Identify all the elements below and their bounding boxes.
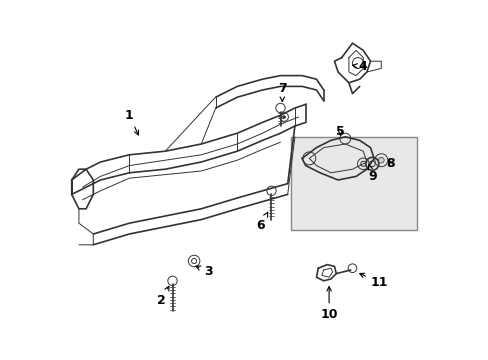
Bar	[291, 137, 416, 230]
Text: 8: 8	[385, 157, 394, 170]
Text: 4: 4	[352, 60, 367, 73]
Text: 3: 3	[196, 265, 212, 278]
Text: 10: 10	[320, 287, 337, 321]
Text: 1: 1	[124, 109, 138, 135]
Circle shape	[282, 115, 285, 119]
Circle shape	[378, 157, 384, 163]
Text: 2: 2	[157, 286, 168, 307]
Text: 9: 9	[367, 165, 376, 183]
Text: 7: 7	[277, 82, 286, 102]
Text: 11: 11	[359, 273, 387, 289]
Text: 6: 6	[256, 212, 267, 231]
Text: 5: 5	[335, 125, 344, 138]
